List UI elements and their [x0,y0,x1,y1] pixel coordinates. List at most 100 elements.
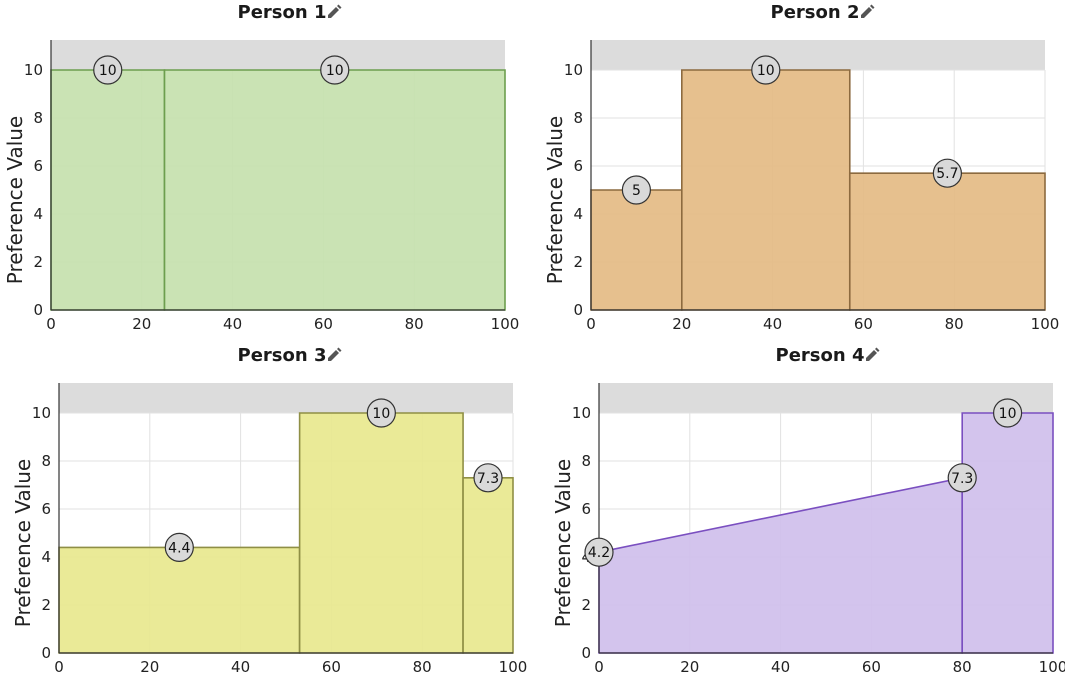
y-tick-label: 6 [573,157,583,175]
value-label-circle [584,537,614,567]
value-label-circle [621,175,652,205]
segment-2[interactable] [298,412,464,654]
pencil-icon[interactable] [328,4,342,19]
y-tick-label: 2 [581,596,591,614]
value-label-text: 4.2 [588,545,610,561]
pencil-tip [870,4,875,9]
y-axis-label: Preference Value [551,459,575,628]
x-tick-label: 80 [413,658,432,676]
value-label-circle [932,158,962,188]
value-label: 7.3 [947,463,977,493]
x-tick-label: 60 [854,315,873,333]
y-tick-label: 0 [41,644,51,662]
x-tick-label: 100 [491,315,520,333]
value-label: 7.3 [473,463,503,493]
value-label-text: 4.4 [168,540,190,556]
value-label-text: 7.3 [951,471,973,487]
y-tick-label: 8 [41,452,51,470]
x-tick-label: 60 [314,315,333,333]
pencil-body [866,350,877,361]
y-tick-label: 6 [33,157,43,175]
segment-2[interactable] [681,69,851,311]
y-tick-label: 6 [581,500,591,518]
value-label-circle [164,532,194,563]
y-tick-label: 10 [32,404,51,422]
y-tick-label: 8 [581,452,591,470]
x-tick-label: 80 [405,315,424,333]
value-label-text: 5.7 [936,166,958,182]
max-band [599,383,1053,413]
x-tick-label: 0 [586,315,596,333]
pencil-body [861,7,872,18]
value-label-text: 10 [372,406,390,422]
y-axis-label: Preference Value [11,459,35,628]
value-label: 10 [751,55,781,85]
value-label-text: 5 [632,183,641,199]
value-label: 10 [93,55,123,85]
value-label: 10 [992,398,1023,428]
x-tick-label: 100 [1039,658,1065,676]
segment-3[interactable] [462,477,514,654]
x-tick-label: 60 [322,658,341,676]
pencil-body [328,7,339,18]
segment-1[interactable] [50,69,166,311]
segment-1[interactable] [58,546,301,654]
value-label: 4.2 [584,537,614,567]
y-tick-label: 10 [24,61,43,79]
value-label: 10 [366,398,396,428]
x-tick-label: 20 [680,658,699,676]
chart-panel-2: 0 20 40 60 80 100 0 2 4 6 8 10 Preference Value Perso… [543,2,1059,333]
x-tick-label: 60 [862,658,881,676]
value-label-circle [320,55,350,85]
x-tick-label: 40 [231,658,250,676]
segment-2[interactable] [961,412,1054,654]
x-tick-label: 40 [223,315,242,333]
value-label-text: 7.3 [477,471,499,487]
max-band [591,40,1045,70]
panel-title: Person 4 [776,345,865,366]
chart-panel-3: 0 20 40 60 80 100 0 2 4 6 8 10 Preference Value Perso… [11,345,527,676]
segment-1[interactable] [590,189,683,311]
x-tick-label: 0 [594,658,604,676]
pencil-icon[interactable] [861,4,875,19]
y-tick-label: 8 [33,109,43,127]
value-label-circle [473,463,503,493]
y-tick-label: 0 [573,301,583,319]
value-label: 10 [320,55,350,85]
y-tick-label: 10 [572,404,591,422]
segment-3[interactable] [848,172,1046,311]
pencil-icon[interactable] [328,347,342,362]
x-tick-label: 40 [763,315,782,333]
y-tick-label: 2 [573,253,583,271]
value-label: 5 [621,175,652,205]
value-label-text: 10 [326,63,344,79]
chart-panel-1: 0 20 40 60 80 100 0 2 4 6 8 10 Preference Value Perso… [3,2,519,333]
x-tick-label: 80 [953,658,972,676]
y-tick-label: 6 [41,500,51,518]
pencil-icon[interactable] [866,347,880,362]
y-tick-label: 0 [581,644,591,662]
value-label-circle [366,398,396,428]
value-label-circle [947,463,977,493]
y-tick-label: 4 [33,205,43,223]
segment-2[interactable] [163,69,506,311]
y-tick-label: 8 [573,109,583,127]
y-tick-label: 4 [573,205,583,223]
value-label: 4.4 [164,532,194,563]
x-tick-label: 40 [771,658,790,676]
y-tick-label: 2 [33,253,43,271]
x-tick-label: 20 [132,315,151,333]
value-label-circle [992,398,1023,428]
y-axis-label: Preference Value [3,116,27,285]
y-axis-label: Preference Value [543,116,567,285]
x-tick-label: 20 [140,658,159,676]
panel-title: Person 3 [238,345,327,366]
panel-title: Person 1 [238,2,327,23]
y-tick-label: 4 [41,548,51,566]
x-tick-label: 100 [499,658,528,676]
pencil-tip [337,347,342,352]
x-tick-label: 0 [46,315,56,333]
pencil-tip [337,4,342,9]
